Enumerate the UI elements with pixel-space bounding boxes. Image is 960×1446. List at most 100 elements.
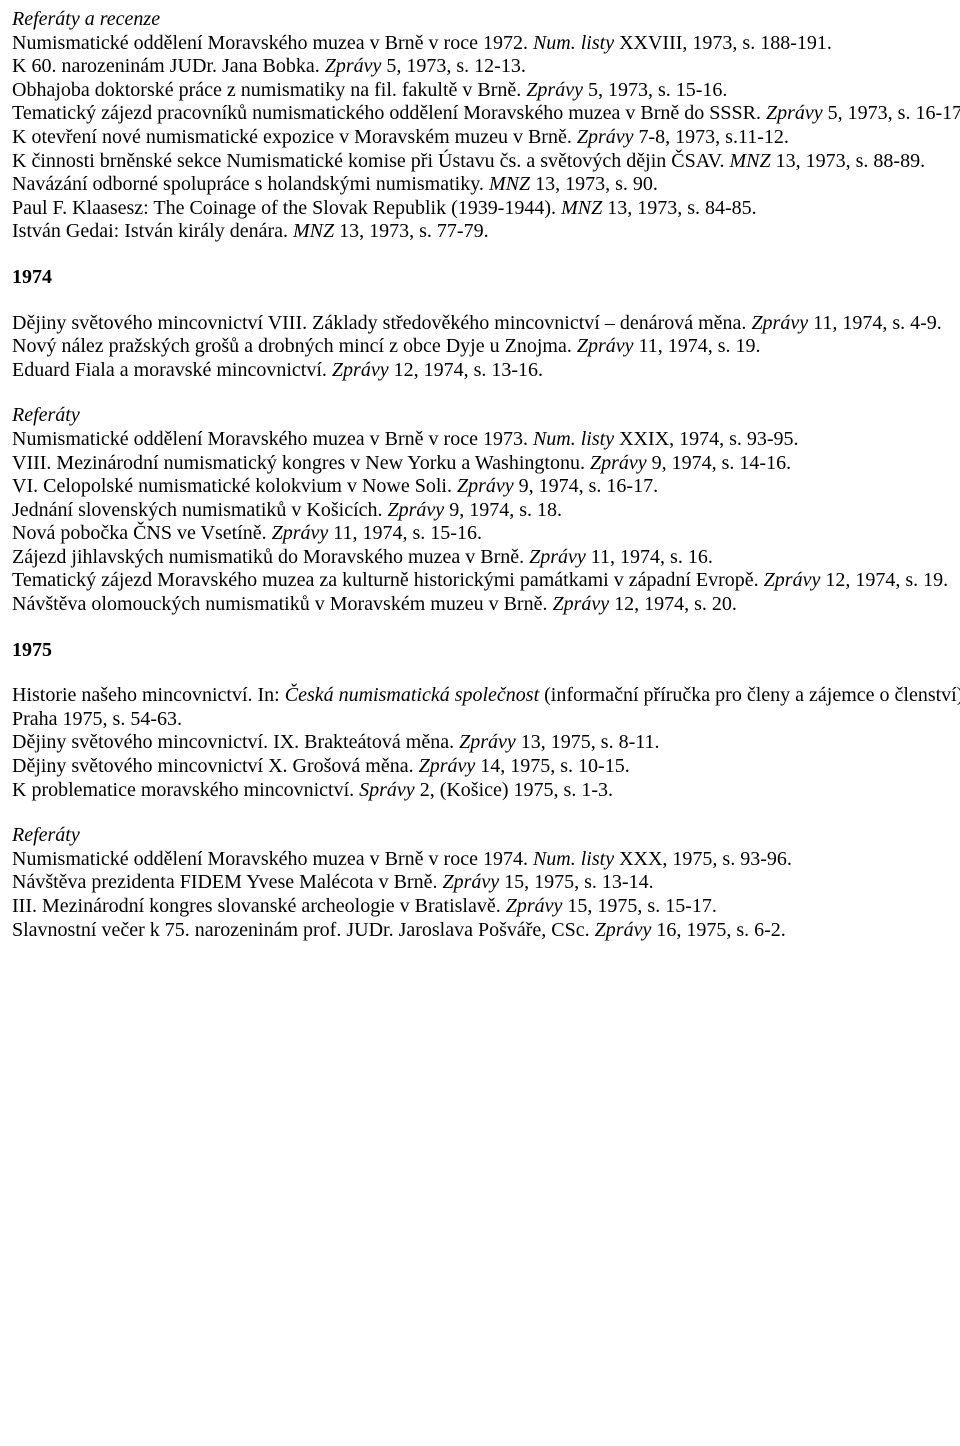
- entry: Návštěva prezidenta FIDEM Yvese Malécota…: [12, 871, 960, 895]
- spacer: [12, 290, 960, 312]
- entry-text: K 60. narozeninám JUDr. Jana Bobka.: [12, 55, 325, 77]
- entry-text: VI. Celopolské numismatické kolokvium v …: [12, 475, 457, 497]
- entry-journal: MNZ: [730, 150, 771, 172]
- entry: Numismatické oddělení Moravského muzea v…: [12, 848, 960, 872]
- entry-citation: 13, 1973, s. 77-79.: [334, 220, 488, 242]
- entry-journal: MNZ: [489, 173, 530, 195]
- entry-journal: Zprávy: [272, 522, 329, 544]
- entry: Numismatické oddělení Moravského muzea v…: [12, 428, 960, 452]
- entry-citation: XXIX, 1974, s. 93-95.: [614, 428, 798, 450]
- entry-citation: 13, 1973, s. 90.: [530, 173, 658, 195]
- entry-citation: 9, 1974, s. 14-16.: [647, 452, 791, 474]
- entry-citation: 2, (Košice) 1975, s. 1-3.: [415, 779, 613, 801]
- section-heading-1975-referaty: Referáty: [12, 824, 960, 848]
- entry-text: K problematice moravského mincovnictví.: [12, 779, 359, 801]
- entry-text: Dějiny světového mincovnictví VIII. Zákl…: [12, 312, 751, 334]
- entry: István Gedai: István király denára. MNZ …: [12, 220, 960, 244]
- entry-journal: MNZ: [561, 197, 602, 219]
- entry-text: K otevření nové numismatické expozice v …: [12, 126, 577, 148]
- entry-citation: 9, 1974, s. 18.: [444, 499, 562, 521]
- entry-journal: Zprávy: [577, 126, 634, 148]
- entry-text: Jednání slovenských numismatiků v Košicí…: [12, 499, 388, 521]
- entry: Obhajoba doktorské práce z numismatiky n…: [12, 79, 960, 103]
- entry-journal: Num. listy: [533, 848, 614, 870]
- entry: Historie našeho mincovnictví. In: Česká …: [12, 684, 960, 731]
- entry-citation: 12, 1974, s. 20.: [609, 593, 737, 615]
- entry-text: K činnosti brněnské sekce Numismatické k…: [12, 150, 730, 172]
- entry-citation: 12, 1974, s. 13-16.: [389, 359, 543, 381]
- entry-text: Zájezd jihlavských numismatiků do Moravs…: [12, 546, 529, 568]
- entry: Navázání odborné spolupráce s holandským…: [12, 173, 960, 197]
- spacer: [12, 802, 960, 824]
- entry-citation: 5, 1973, s. 16-17.: [823, 102, 960, 124]
- entry-citation: 15, 1975, s. 13-14.: [499, 871, 653, 893]
- entry-citation: XXX, 1975, s. 93-96.: [614, 848, 792, 870]
- entry-citation: 7-8, 1973, s.11-12.: [634, 126, 789, 148]
- entry: Zájezd jihlavských numismatiků do Moravs…: [12, 546, 960, 570]
- spacer: [12, 662, 960, 684]
- entry-text: Návštěva olomouckých numismatiků v Morav…: [12, 593, 552, 615]
- entry-text: Dějiny světového mincovnictví X. Grošová…: [12, 755, 419, 777]
- entry: III. Mezinárodní kongres slovanské arche…: [12, 895, 960, 919]
- entry-text: Nová pobočka ČNS ve Vsetíně.: [12, 522, 272, 544]
- entry-journal: Česká numismatická společnost: [285, 684, 539, 706]
- entry-citation: XXVIII, 1973, s. 188-191.: [614, 32, 832, 54]
- entry-journal: Zprávy: [388, 499, 445, 521]
- entry-journal: Zprávy: [457, 475, 514, 497]
- entry-citation: 5, 1973, s. 15-16.: [583, 79, 727, 101]
- entry-journal: Zprávy: [419, 755, 476, 777]
- entry-journal: Zprávy: [577, 335, 634, 357]
- spacer: [12, 617, 960, 639]
- entry-journal: Zprávy: [506, 895, 563, 917]
- entry: K 60. narozeninám JUDr. Jana Bobka. Zprá…: [12, 55, 960, 79]
- entry: K otevření nové numismatické expozice v …: [12, 126, 960, 150]
- entry-text: István Gedai: István király denára.: [12, 220, 293, 242]
- entry-citation: 13, 1973, s. 88-89.: [771, 150, 925, 172]
- entry-text: Návštěva prezidenta FIDEM Yvese Malécota…: [12, 871, 442, 893]
- entry: Dějiny světového mincovnictví. IX. Brakt…: [12, 731, 960, 755]
- entry-text: Numismatické oddělení Moravského muzea v…: [12, 428, 533, 450]
- entry-citation: 14, 1975, s. 10-15.: [475, 755, 629, 777]
- entry-text: Slavnostní večer k 75. narozeninám prof.…: [12, 919, 595, 941]
- entry: Tematický zájezd pracovníků numismatické…: [12, 102, 960, 126]
- entry: VIII. Mezinárodní numismatický kongres v…: [12, 452, 960, 476]
- entry: K činnosti brněnské sekce Numismatické k…: [12, 150, 960, 174]
- spacer: [12, 244, 960, 266]
- entry-journal: Zprávy: [552, 593, 609, 615]
- entry-citation: 5, 1973, s. 12-13.: [381, 55, 525, 77]
- entry-journal: MNZ: [293, 220, 334, 242]
- entry-journal: Num. listy: [533, 32, 614, 54]
- entry-citation: 11, 1974, s. 4-9.: [808, 312, 942, 334]
- entry-text: Obhajoba doktorské práce z numismatiky n…: [12, 79, 526, 101]
- entry-citation: 13, 1975, s. 8-11.: [516, 731, 660, 753]
- entry-journal: Zprávy: [529, 546, 586, 568]
- entry: Návštěva olomouckých numismatiků v Morav…: [12, 593, 960, 617]
- entry-citation: 11, 1974, s. 15-16.: [328, 522, 482, 544]
- entry: Paul F. Klaasesz: The Coinage of the Slo…: [12, 197, 960, 221]
- entry-text: VIII. Mezinárodní numismatický kongres v…: [12, 452, 590, 474]
- entry-text: Tematický zájezd pracovníků numismatické…: [12, 102, 766, 124]
- entry-text: Navázání odborné spolupráce s holandským…: [12, 173, 489, 195]
- entry-journal: Num. listy: [533, 428, 614, 450]
- entry-text: Dějiny světového mincovnictví. IX. Brakt…: [12, 731, 459, 753]
- entry-journal: Zprávy: [526, 79, 583, 101]
- entry-journal: Zprávy: [766, 102, 823, 124]
- entry-citation: 16, 1975, s. 6-2.: [651, 919, 785, 941]
- entry-journal: Zprávy: [590, 452, 647, 474]
- entry-journal: Správy: [359, 779, 415, 801]
- section-heading-1973: Referáty a recenze: [12, 8, 960, 32]
- entry-text: III. Mezinárodní kongres slovanské arche…: [12, 895, 506, 917]
- entry: Numismatické oddělení Moravského muzea v…: [12, 32, 960, 56]
- entry: Slavnostní večer k 75. narozeninám prof.…: [12, 919, 960, 943]
- entry-citation: 15, 1975, s. 15-17.: [562, 895, 716, 917]
- entry-journal: Zprávy: [751, 312, 808, 334]
- entry-text: Tematický zájezd Moravského muzea za kul…: [12, 569, 764, 591]
- section-heading-1974-referaty: Referáty: [12, 404, 960, 428]
- entry: Dějiny světového mincovnictví X. Grošová…: [12, 755, 960, 779]
- entry-citation: 11, 1974, s. 19.: [634, 335, 761, 357]
- entry: Nový nález pražských grošů a drobných mi…: [12, 335, 960, 359]
- entry-journal: Zprávy: [459, 731, 516, 753]
- entry-citation: 11, 1974, s. 16.: [586, 546, 713, 568]
- year-heading-1974: 1974: [12, 266, 960, 290]
- entry: K problematice moravského mincovnictví. …: [12, 779, 960, 803]
